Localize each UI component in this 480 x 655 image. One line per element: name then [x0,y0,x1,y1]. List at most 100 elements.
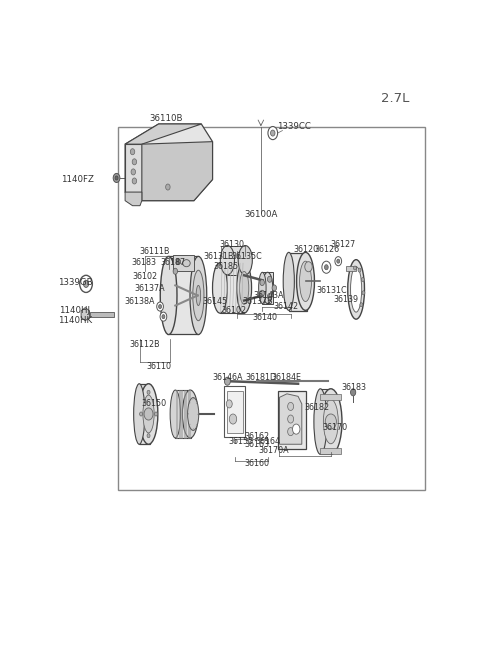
Ellipse shape [300,261,312,301]
Text: 36142: 36142 [274,302,299,311]
Ellipse shape [320,389,342,455]
Circle shape [160,312,167,321]
Ellipse shape [220,246,234,275]
Circle shape [132,178,137,184]
Text: 36139: 36139 [334,295,359,304]
Circle shape [226,400,232,408]
Circle shape [305,262,312,272]
Bar [346,266,356,271]
Circle shape [260,290,264,296]
Ellipse shape [183,259,190,267]
Text: 36181D: 36181D [245,373,276,382]
Ellipse shape [263,272,273,303]
Bar [321,394,341,400]
Ellipse shape [314,389,327,455]
Circle shape [229,414,237,424]
Text: 36131B: 36131B [204,252,234,261]
Bar [289,253,307,310]
Text: 36150: 36150 [141,400,166,409]
Circle shape [288,402,294,411]
Bar [168,256,198,334]
Ellipse shape [324,400,338,443]
Polygon shape [81,308,89,321]
Text: 36100A: 36100A [244,210,277,219]
Text: 36184E: 36184E [271,373,301,382]
Text: 36137A: 36137A [135,284,165,293]
Bar [220,263,244,313]
Circle shape [271,130,275,136]
Bar [139,384,150,444]
Ellipse shape [196,286,201,305]
Polygon shape [125,124,202,144]
Bar [227,391,243,433]
Ellipse shape [237,263,252,313]
Circle shape [115,176,118,180]
Ellipse shape [283,252,294,310]
Circle shape [268,126,277,140]
Polygon shape [279,394,302,444]
Circle shape [350,389,356,396]
Text: 36138A: 36138A [124,297,155,306]
Text: 36126: 36126 [314,244,340,253]
Ellipse shape [143,395,154,433]
Circle shape [176,259,180,265]
Circle shape [358,268,361,272]
Ellipse shape [213,263,228,313]
Text: 36131C: 36131C [316,286,347,295]
Bar [263,272,273,303]
Circle shape [272,285,276,291]
Text: 36102: 36102 [132,272,157,281]
Text: 36120: 36120 [293,244,318,253]
Circle shape [130,149,135,155]
Circle shape [80,275,92,292]
Ellipse shape [190,256,207,335]
Text: 36183: 36183 [341,383,366,392]
Ellipse shape [188,398,199,430]
Circle shape [173,269,178,274]
Text: 36111B: 36111B [140,247,170,256]
Circle shape [267,276,272,282]
Ellipse shape [238,246,252,275]
Circle shape [324,265,328,270]
Text: 2.7L: 2.7L [381,92,409,105]
Circle shape [131,169,135,175]
Text: 36135C: 36135C [231,252,262,261]
Ellipse shape [139,384,158,444]
Circle shape [162,314,165,319]
Circle shape [260,280,264,286]
Bar [175,390,191,438]
Circle shape [288,415,294,423]
Polygon shape [142,141,213,200]
Circle shape [113,174,120,183]
Bar [118,126,424,490]
Text: 1339GB: 1339GB [58,278,92,288]
Circle shape [325,414,336,429]
Text: 36112B: 36112B [130,341,160,349]
Ellipse shape [297,252,314,310]
Text: 36162: 36162 [245,432,270,441]
Text: 1140HJ: 1140HJ [60,306,90,315]
Text: 36163: 36163 [245,440,270,449]
Circle shape [144,408,153,420]
Text: 36145: 36145 [203,297,228,306]
Polygon shape [125,124,213,200]
Text: 36127: 36127 [331,240,356,248]
Text: 36160: 36160 [245,459,270,468]
Text: 36140: 36140 [252,312,277,322]
Circle shape [147,390,150,394]
Polygon shape [125,144,142,192]
Polygon shape [125,192,142,206]
Text: 36164: 36164 [255,438,280,446]
Circle shape [267,293,272,299]
Text: 36183: 36183 [131,258,156,267]
Ellipse shape [259,272,266,303]
Circle shape [360,303,363,307]
Ellipse shape [193,271,204,321]
Bar [225,386,245,437]
Text: 36187: 36187 [161,258,186,267]
Ellipse shape [182,390,198,438]
Circle shape [158,305,162,309]
Text: 1140FZ: 1140FZ [61,175,94,184]
Text: 36146A: 36146A [212,373,243,382]
Circle shape [225,377,230,385]
